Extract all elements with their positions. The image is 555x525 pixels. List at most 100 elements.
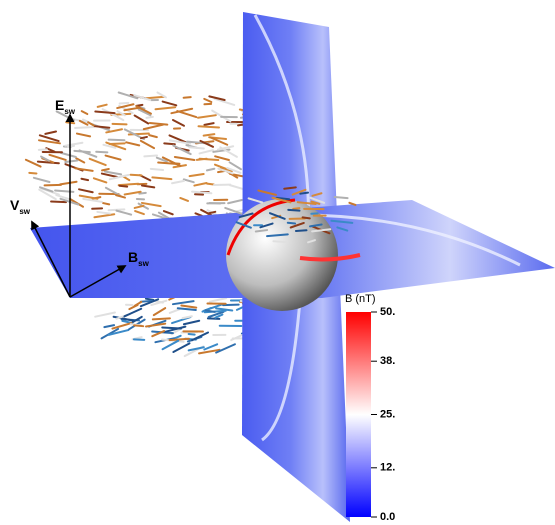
field-arrow	[151, 169, 163, 170]
field-arrow	[204, 344, 217, 349]
field-arrow	[38, 162, 59, 164]
field-arrow	[204, 123, 213, 125]
field-arrow	[173, 301, 194, 304]
field-arrow	[164, 143, 175, 144]
axis-subscript: sw	[19, 207, 30, 216]
field-arrow	[65, 143, 82, 146]
axis-symbol: E	[55, 97, 64, 113]
field-arrow	[126, 142, 139, 145]
field-arrow	[155, 107, 175, 109]
field-arrow	[207, 184, 214, 185]
field-arrow	[51, 202, 66, 203]
field-arrow	[96, 152, 107, 153]
field-arrow	[146, 97, 165, 98]
field-arrow	[79, 189, 93, 192]
field-arrow	[94, 214, 114, 217]
field-arrow	[106, 156, 121, 160]
field-arrow	[152, 177, 171, 179]
field-arrow	[109, 140, 125, 141]
field-arrow	[49, 155, 65, 160]
field-arrow	[119, 184, 139, 185]
field-arrow	[45, 185, 61, 186]
field-arrow	[125, 192, 141, 195]
field-arrow	[95, 312, 115, 316]
field-arrow	[150, 123, 168, 125]
field-arrow	[61, 153, 76, 157]
field-arrow	[170, 339, 189, 340]
field-arrow	[296, 230, 307, 231]
field-arrow	[153, 318, 170, 319]
field-arrow	[210, 298, 226, 302]
field-arrow	[116, 211, 131, 215]
field-arrow	[135, 211, 144, 214]
field-arrow	[273, 241, 285, 242]
field-arrow	[173, 120, 184, 126]
field-arrow	[288, 223, 295, 224]
field-arrow	[90, 159, 106, 165]
field-arrow	[139, 193, 145, 194]
field-arrow	[146, 324, 165, 327]
axis-label: Vsw	[10, 197, 31, 216]
field-arrow	[207, 169, 214, 171]
field-arrow	[94, 178, 106, 182]
field-arrow	[116, 195, 125, 197]
field-arrow	[81, 179, 88, 180]
field-arrow	[135, 206, 144, 208]
axis-symbol: B	[128, 249, 138, 265]
field-arrow	[29, 173, 36, 174]
field-arrow	[104, 325, 114, 327]
field-arrow	[163, 341, 179, 350]
field-arrow	[120, 103, 129, 104]
field-arrow	[154, 308, 165, 315]
colorbar	[346, 312, 371, 517]
field-arrow	[184, 179, 194, 182]
field-arrow	[97, 212, 110, 214]
field-arrow	[335, 197, 348, 198]
field-arrow	[144, 125, 163, 130]
field-arrow	[142, 185, 154, 187]
field-arrow	[189, 334, 195, 335]
field-arrow	[149, 135, 157, 137]
colorbar-tick-label: 12.	[380, 462, 395, 474]
field-arrow	[173, 343, 189, 352]
field-arrow	[82, 111, 88, 114]
field-arrow	[199, 150, 212, 153]
field-arrow	[172, 181, 184, 183]
field-arrow	[102, 169, 109, 170]
field-arrow	[190, 174, 204, 176]
field-arrow	[142, 203, 161, 206]
field-arrow	[199, 126, 219, 127]
field-arrow	[103, 203, 109, 204]
visualization: Esw Vsw Bsw B (nT) 0.012.25.38.50.	[0, 0, 555, 525]
field-arrow	[112, 323, 131, 329]
field-arrow	[230, 174, 244, 177]
field-arrow	[175, 157, 195, 160]
field-arrow	[95, 112, 114, 114]
field-arrow	[134, 325, 143, 326]
field-arrow	[74, 151, 89, 152]
field-arrow	[164, 211, 173, 214]
field-arrow	[95, 126, 110, 128]
field-arrow	[293, 208, 299, 209]
axis-subscript: sw	[138, 259, 149, 268]
field-arrow	[75, 168, 92, 171]
field-arrow	[113, 124, 127, 125]
colorbar-tick-label: 38.	[380, 355, 395, 367]
field-arrow	[204, 134, 215, 136]
field-arrow	[200, 159, 219, 160]
field-arrow	[146, 117, 152, 118]
field-arrow	[60, 182, 76, 185]
field-arrow	[189, 147, 204, 148]
colorbar-tick-label: 25.	[380, 408, 395, 420]
colorbar-tick-label: 50.	[380, 306, 395, 318]
field-arrow	[204, 99, 211, 102]
field-arrow	[228, 200, 242, 203]
field-arrow	[180, 198, 188, 201]
colorbar-tick-label: 0.0	[380, 511, 395, 523]
field-arrow	[124, 309, 141, 317]
field-arrow	[88, 122, 94, 125]
field-arrow	[144, 155, 157, 156]
field-arrow	[124, 108, 139, 111]
field-arrow	[208, 318, 219, 319]
field-arrow	[181, 305, 196, 307]
